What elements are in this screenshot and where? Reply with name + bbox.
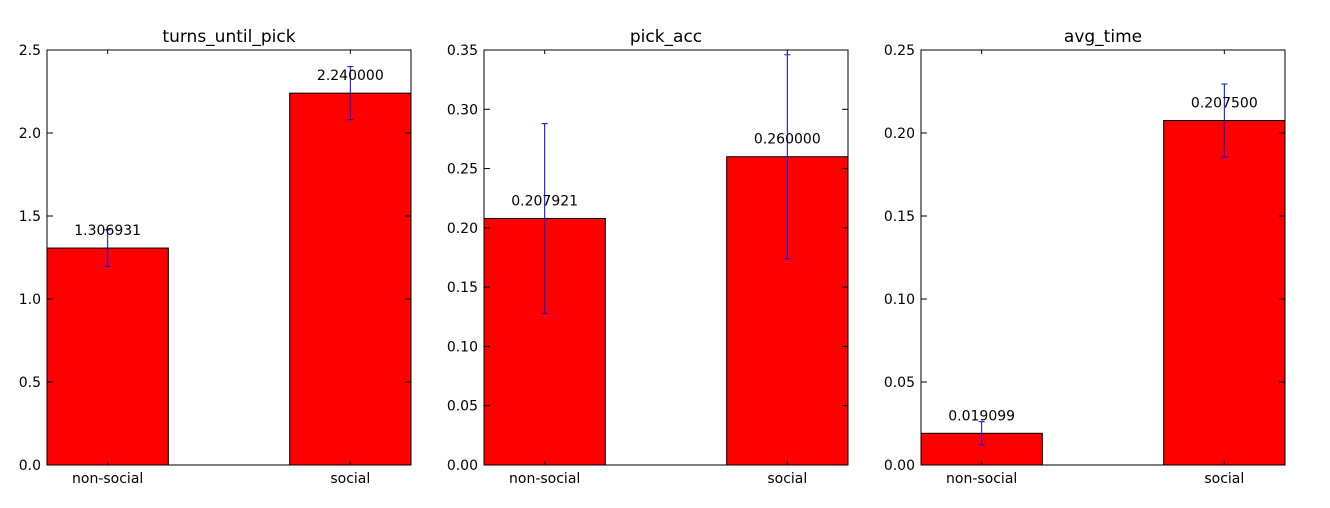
y-tick-label: 2.5	[19, 43, 41, 59]
data-label-social: 0.207500	[1191, 96, 1258, 112]
y-tick-label: 0.10	[447, 339, 478, 355]
data-label-social: 2.240000	[317, 68, 384, 84]
chart-title: turns_until_pick	[162, 27, 295, 47]
chart-panel-1: 0.207921 non-social 0.260000 social 0.00 0.05…	[447, 27, 849, 487]
y-tick-label: 0.35	[447, 43, 478, 59]
x-tick-label-social: social	[767, 471, 807, 487]
chart-panel-0: 1.306931 non-social 2.240000 social 0.0 0.5 1.…	[19, 27, 412, 487]
y-tick-label: 0.20	[447, 221, 478, 237]
chart-panel-2: 0.019099 non-social 0.207500 social 0.00 0.05…	[884, 27, 1286, 487]
bar-social	[289, 92, 412, 466]
y-tick-label: 0.0	[19, 458, 41, 474]
y-tick-label: 0.15	[447, 280, 478, 296]
y-tick-label: 0.5	[19, 375, 41, 391]
data-label-non-social: 0.019099	[948, 408, 1015, 424]
y-tick-label: 0.15	[884, 209, 915, 225]
chart-title: avg_time	[1064, 27, 1142, 47]
bar-non-social	[46, 247, 169, 466]
x-tick-label-non-social: non-social	[946, 471, 1017, 487]
x-tick-label-non-social: non-social	[72, 471, 143, 487]
x-tick-label-non-social: non-social	[509, 471, 580, 487]
x-tick-label-social: social	[330, 471, 370, 487]
y-tick-label: 1.5	[19, 209, 41, 225]
y-tick-label: 0.05	[884, 375, 915, 391]
y-tick-label: 0.00	[447, 458, 478, 474]
data-label-social: 0.260000	[754, 132, 821, 148]
bar-social	[1163, 120, 1286, 466]
data-label-non-social: 0.207921	[511, 193, 578, 209]
chart-title: pick_acc	[630, 27, 702, 47]
y-tick-label: 0.20	[884, 126, 915, 142]
y-tick-label: 0.05	[447, 399, 478, 415]
data-label-non-social: 1.306931	[74, 223, 141, 239]
y-tick-label: 0.10	[884, 292, 915, 308]
y-tick-label: 0.00	[884, 458, 915, 474]
y-tick-label: 2.0	[19, 126, 41, 142]
y-tick-label: 1.0	[19, 292, 41, 308]
x-tick-label-social: social	[1204, 471, 1244, 487]
y-tick-label: 0.25	[447, 162, 478, 178]
y-tick-label: 0.25	[884, 43, 915, 59]
y-tick-label: 0.30	[447, 102, 478, 118]
